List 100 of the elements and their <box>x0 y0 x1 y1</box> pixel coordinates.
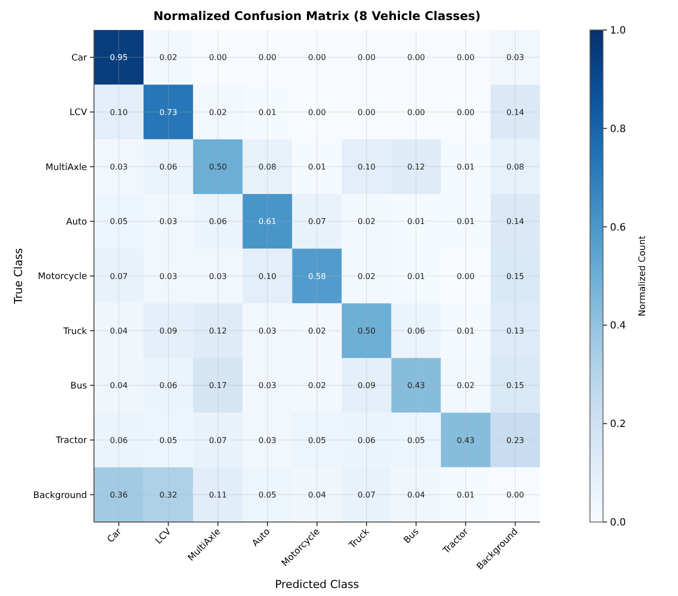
data-label: 0.43 <box>456 436 475 445</box>
data-label: 0.02 <box>358 272 376 281</box>
y-tick-label: Motorcycle <box>38 272 88 282</box>
data-label: 0.02 <box>358 217 376 226</box>
data-label: 0.23 <box>506 436 524 445</box>
data-label: 0.14 <box>506 217 524 226</box>
color-bar-label: 0.0 <box>610 518 626 528</box>
data-label: 0.50 <box>358 326 376 336</box>
data-label: 0.00 <box>407 53 426 62</box>
data-label: 0.13 <box>506 326 524 336</box>
data-label: 0.01 <box>456 162 475 172</box>
data-label: 0.02 <box>159 53 178 62</box>
color-bar-label: 0.4 <box>610 320 626 332</box>
data-label: 0.14 <box>506 108 524 117</box>
data-label: 0.12 <box>407 162 426 172</box>
data-label: 0.04 <box>110 326 128 336</box>
data-label: 0.05 <box>258 490 276 500</box>
data-label: 0.17 <box>208 381 227 390</box>
y-tick-label: MultiAxle <box>45 162 88 173</box>
data-label: 0.01 <box>407 217 426 226</box>
data-label: 0.15 <box>506 272 524 281</box>
data-label: 0.07 <box>358 490 376 500</box>
y-tick-label: LCV <box>70 108 88 118</box>
data-label: 0.50 <box>208 162 227 172</box>
data-label: 0.05 <box>110 217 128 226</box>
data-label: 0.01 <box>308 162 326 172</box>
color-bar-label: 0.6 <box>610 222 626 234</box>
data-label: 0.02 <box>308 381 326 390</box>
data-label: 0.43 <box>407 381 426 390</box>
data-label: 0.00 <box>208 53 227 62</box>
data-label: 0.06 <box>208 217 227 226</box>
data-label: 0.00 <box>358 53 376 62</box>
y-tick-label: Auto <box>66 217 88 228</box>
y-tick-label: Tractor <box>54 436 88 446</box>
data-label: 0.10 <box>358 162 376 172</box>
data-label: 0.73 <box>159 108 178 117</box>
data-label: 0.04 <box>110 381 128 390</box>
chart-title: Normalized Confusion Matrix (8 Vehicle Classes) <box>153 9 481 23</box>
data-label: 0.00 <box>456 272 475 281</box>
data-label: 0.04 <box>407 490 426 500</box>
x-tick-label: Bus <box>402 526 422 546</box>
data-label: 0.61 <box>258 217 276 226</box>
data-label: 0.01 <box>407 272 426 281</box>
data-label: 0.06 <box>110 436 128 445</box>
data-label: 0.02 <box>456 381 475 390</box>
data-label: 0.08 <box>258 162 276 172</box>
data-label: 0.06 <box>159 381 178 390</box>
data-label: 0.36 <box>110 490 128 500</box>
data-label: 0.03 <box>110 162 128 172</box>
data-label: 0.01 <box>456 326 475 336</box>
data-label: 0.05 <box>308 436 326 445</box>
data-label: 0.07 <box>308 217 326 226</box>
data-label: 0.00 <box>407 108 426 117</box>
y-axis-title: True Class <box>12 248 25 305</box>
data-label: 0.15 <box>506 381 524 390</box>
data-label: 0.00 <box>358 108 376 117</box>
data-label: 0.11 <box>208 490 227 500</box>
data-label: 0.02 <box>208 108 227 117</box>
data-label: 0.00 <box>456 108 475 117</box>
data-label: 0.05 <box>407 436 426 445</box>
data-label: 0.05 <box>159 436 178 445</box>
x-axis-title: Predicted Class <box>274 578 360 591</box>
data-label: 0.06 <box>358 436 376 445</box>
data-label: 0.06 <box>407 326 426 336</box>
color-bar-label: 0.2 <box>610 419 626 430</box>
data-label: 0.03 <box>159 272 178 281</box>
data-label: 0.00 <box>308 108 326 117</box>
data-label: 0.00 <box>308 53 326 62</box>
data-label: 0.06 <box>159 162 178 172</box>
data-label: 0.03 <box>258 326 276 336</box>
y-tick-label: Background <box>33 490 87 501</box>
data-label: 0.04 <box>308 490 326 500</box>
data-label: 0.07 <box>110 272 128 281</box>
data-label: 0.03 <box>159 217 178 226</box>
y-tick-label: Car <box>72 53 88 64</box>
data-label: 0.08 <box>506 162 524 172</box>
y-tick-label: Truck <box>62 326 88 337</box>
data-label: 0.03 <box>258 436 276 445</box>
data-label: 0.00 <box>506 490 524 500</box>
data-label: 0.01 <box>258 108 276 117</box>
data-label: 0.12 <box>208 326 227 336</box>
data-label: 0.10 <box>258 272 276 281</box>
data-label: 0.10 <box>110 108 128 117</box>
data-label: 0.07 <box>208 436 227 445</box>
data-label: 0.58 <box>308 272 326 281</box>
data-label: 0.09 <box>159 326 178 336</box>
data-label: 0.03 <box>506 53 524 62</box>
color-bar-title: Normalized Count <box>638 235 648 316</box>
data-label: 0.09 <box>358 381 376 390</box>
color-bar-label: 1.0 <box>610 26 626 36</box>
color-bar-label: 0.8 <box>610 124 626 135</box>
data-label: 0.02 <box>308 326 326 336</box>
data-label: 0.00 <box>258 53 276 62</box>
data-label: 0.03 <box>258 381 276 390</box>
x-tick-label: Car <box>106 526 124 546</box>
data-label: 0.32 <box>159 490 178 500</box>
data-label: 0.01 <box>456 217 475 226</box>
y-tick-label: Bus <box>70 381 88 392</box>
data-label: 0.03 <box>208 272 227 281</box>
data-label: 0.95 <box>110 53 128 62</box>
